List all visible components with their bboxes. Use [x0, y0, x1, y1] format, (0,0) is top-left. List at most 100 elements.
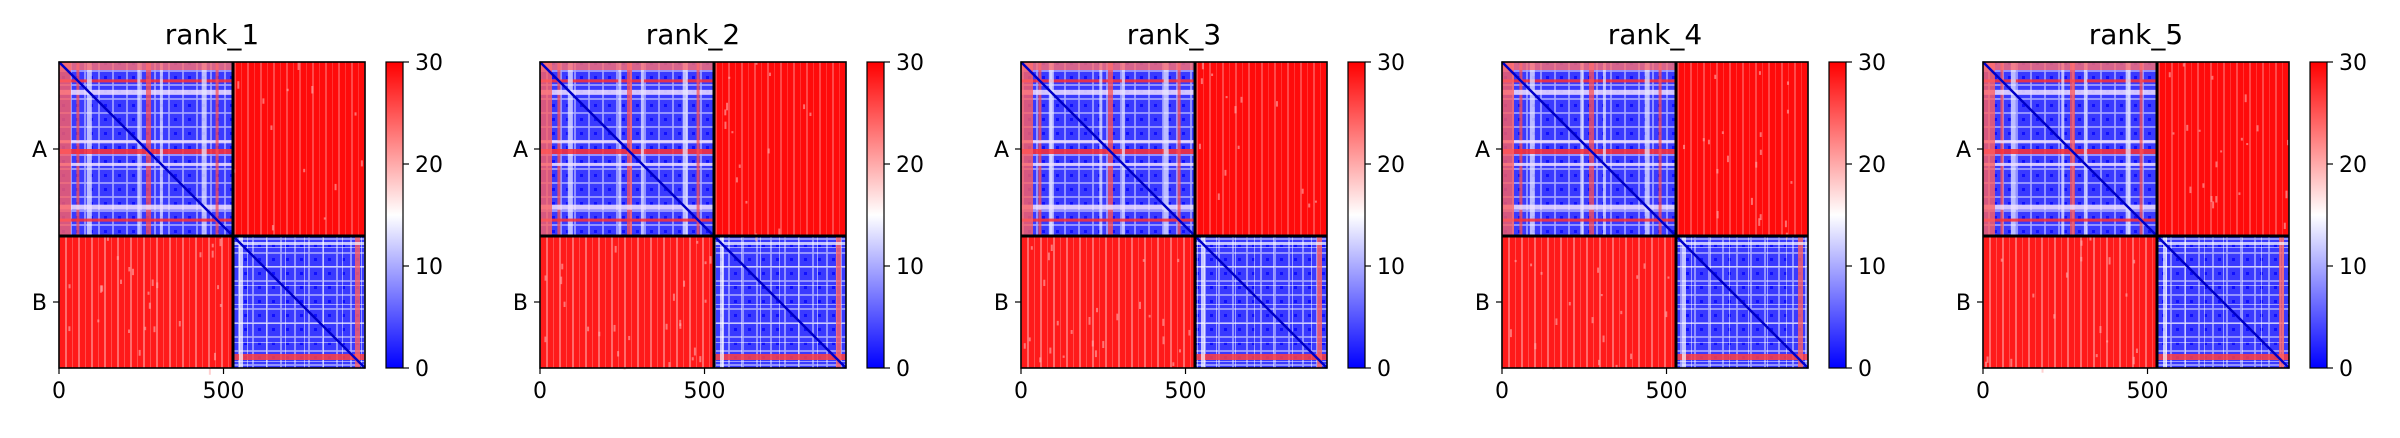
speckle	[262, 98, 265, 104]
y-tick-label: A	[1956, 138, 1971, 163]
speckle	[106, 237, 109, 241]
speckle	[1088, 316, 1091, 325]
streak-row	[1983, 162, 2157, 166]
speckle	[2125, 293, 2128, 297]
speckle	[1636, 275, 1639, 279]
speckle	[1096, 307, 1099, 313]
block-B-A-texture	[59, 236, 233, 368]
speckle	[1023, 343, 1026, 349]
edge-strip	[1983, 62, 2157, 70]
streak-row	[2157, 242, 2289, 245]
speckle	[101, 285, 104, 292]
y-tick-label: A	[994, 138, 1009, 163]
speckle	[2211, 75, 2214, 80]
colorbar-tick-label: 0	[2339, 357, 2353, 382]
speckle	[1534, 343, 1537, 350]
speckle	[2240, 137, 2243, 141]
block-A-B-texture	[1676, 62, 1808, 236]
speckle	[99, 285, 102, 293]
streak-row	[1195, 354, 1327, 360]
speckle	[1721, 131, 1724, 135]
y-tick-label: A	[32, 138, 47, 163]
speckle	[1201, 62, 1204, 70]
heatmap	[1020, 61, 1328, 369]
y-tick-label: A	[513, 138, 528, 163]
colorbar	[1347, 61, 1366, 369]
streak-row	[1502, 204, 1676, 210]
y-tick-label: B	[994, 291, 1009, 316]
streak-col	[2125, 62, 2131, 236]
speckle	[699, 356, 702, 363]
speckle	[2080, 240, 2083, 246]
speckle	[2215, 196, 2218, 203]
speckle	[2095, 354, 2098, 358]
speckle	[2053, 314, 2056, 319]
panel-title: rank_2	[646, 18, 740, 51]
block-B-A-texture	[540, 236, 714, 368]
edge-strip	[59, 62, 233, 70]
speckle	[97, 319, 100, 323]
x-tick-label: 0	[1495, 379, 1509, 404]
x-tick-label: 500	[1646, 379, 1688, 404]
speckle	[1275, 101, 1278, 107]
speckle	[1726, 155, 1729, 163]
panel-rank_2: rank_2 A B 0 500 0 10 20 30	[513, 18, 924, 404]
speckle	[1600, 294, 1603, 297]
speckle	[1716, 168, 1719, 174]
edge-strip	[540, 62, 714, 70]
speckle	[1172, 362, 1175, 366]
streak-row	[59, 162, 233, 166]
speckle	[665, 323, 668, 330]
streak-row	[1021, 204, 1195, 210]
streak-col	[720, 236, 724, 368]
speckle	[132, 268, 135, 276]
speckle	[1591, 317, 1594, 324]
streak-row	[540, 218, 714, 222]
streak-row	[1195, 242, 1327, 245]
speckle	[544, 275, 547, 281]
streak-col	[1644, 62, 1650, 236]
speckle	[211, 243, 214, 248]
plot-frame	[1982, 61, 2290, 369]
colorbar-tick-label: 20	[1858, 153, 1886, 178]
speckle	[1198, 143, 1201, 150]
speckle	[153, 326, 156, 333]
speckle	[1139, 301, 1142, 309]
x-tick-label: 0	[533, 379, 547, 404]
speckle	[803, 104, 806, 110]
streak-row	[59, 218, 233, 222]
speckle	[2135, 348, 2138, 354]
speckle	[2202, 183, 2205, 188]
streak-col	[1108, 62, 1113, 236]
speckle	[598, 331, 601, 337]
streak-col	[1317, 236, 1322, 368]
speckle	[2106, 340, 2109, 343]
speckle	[213, 352, 216, 361]
speckle	[1597, 359, 1600, 366]
speckle	[1758, 71, 1761, 75]
speckle	[128, 329, 131, 333]
speckle	[1225, 96, 1228, 99]
panel-title: rank_4	[1608, 18, 1702, 51]
speckle	[2283, 222, 2286, 229]
speckle	[1177, 258, 1180, 263]
speckle	[1049, 347, 1052, 354]
speckle	[2099, 326, 2102, 334]
speckle	[693, 347, 696, 356]
streak-row	[233, 354, 365, 360]
speckle	[323, 217, 326, 220]
speckle	[1211, 73, 1214, 77]
speckle	[1514, 259, 1517, 263]
speckle	[303, 168, 306, 173]
y-tick-label: B	[1956, 291, 1971, 316]
speckle	[2133, 259, 2136, 264]
diagonal	[539, 61, 847, 369]
streak-col	[355, 236, 360, 368]
block-A-B-texture	[714, 62, 846, 236]
speckle	[2089, 236, 2092, 241]
heatmap	[1501, 61, 1809, 370]
speckle	[2132, 356, 2135, 365]
speckle	[1750, 197, 1753, 205]
panel-rank_4: rank_4 A B 0 500 0 10 20 30	[1475, 18, 1886, 404]
colorbar	[385, 61, 404, 369]
